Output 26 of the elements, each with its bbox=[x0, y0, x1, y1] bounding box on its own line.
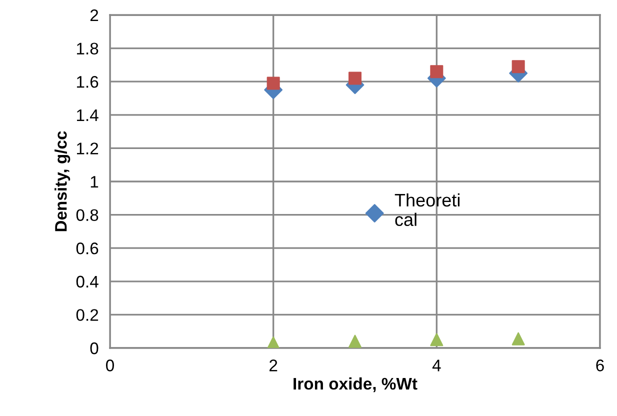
point bbox=[348, 72, 362, 85]
point bbox=[266, 336, 280, 348]
legend-label: Theoreti cal bbox=[394, 193, 460, 226]
x-tick-label: 6 bbox=[596, 360, 604, 372]
point bbox=[430, 65, 444, 78]
point bbox=[512, 332, 525, 346]
point bbox=[266, 76, 280, 90]
point bbox=[512, 60, 525, 74]
y-tick-label: 0.8 bbox=[76, 209, 98, 222]
x-tick-label: 2 bbox=[270, 360, 278, 372]
point bbox=[348, 334, 362, 348]
y-tick-label: 0.2 bbox=[76, 309, 98, 321]
y-tick-label: 0.6 bbox=[76, 242, 98, 254]
y-tick-label: 1.4 bbox=[76, 109, 98, 121]
y-tick-label: 1.8 bbox=[76, 42, 98, 55]
y-tick-label: 1.6 bbox=[76, 76, 98, 88]
y-tick-label: 0 bbox=[90, 342, 98, 354]
y-tick-label: 2 bbox=[90, 9, 98, 22]
y-tick-label: 0.4 bbox=[76, 276, 98, 288]
x-tick-label: 0 bbox=[106, 360, 114, 372]
y-tick-label: 1 bbox=[90, 176, 98, 188]
y-axis-title: Density, g/cc bbox=[54, 131, 70, 232]
x-axis-title: Iron oxide, %Wt bbox=[294, 377, 418, 392]
y-tick-label: 1.2 bbox=[76, 142, 98, 154]
x-tick-label: 4 bbox=[432, 360, 441, 372]
point bbox=[430, 333, 444, 346]
